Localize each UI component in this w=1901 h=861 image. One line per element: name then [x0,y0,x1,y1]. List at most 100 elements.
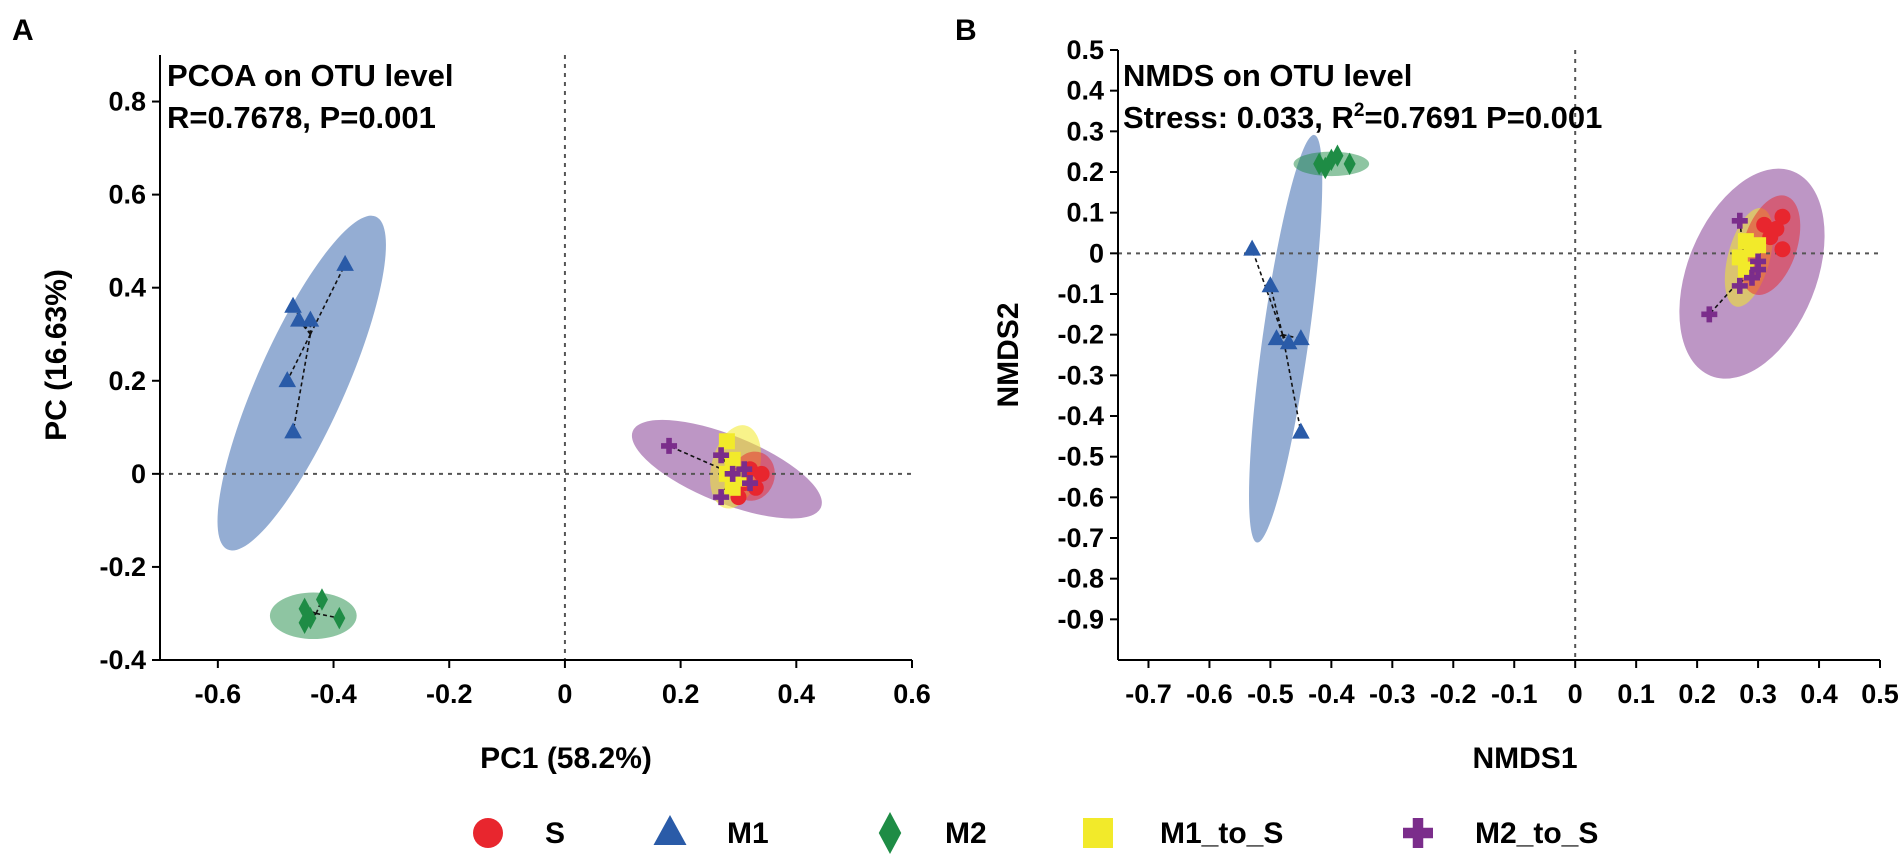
nmds-point-m2-to-s [1731,277,1748,294]
pcoa-x-tick-label: 0.2 [662,679,700,709]
legend-m2-label: M2 [945,817,987,850]
nmds-x-tick-label: 0.2 [1678,679,1716,709]
nmds-y-tick-label: -0.8 [1057,564,1104,594]
nmds-point-m2 [1319,156,1332,180]
legend-m2-icon [878,812,902,854]
nmds-x-tick-label: -0.5 [1247,679,1294,709]
pcoa-point-m2 [304,606,317,630]
panel-letter-a: A [12,14,34,47]
panel-letter-b: B [955,14,977,47]
nmds-y-tick-label: -0.5 [1057,442,1104,472]
nmds-point-s [1774,208,1791,225]
nmds-y-tick-label: 0.1 [1066,198,1104,228]
nmds-x-tick-label: -0.2 [1430,679,1477,709]
legend-s-label: S [545,817,565,850]
pcoa-centroid-link [315,599,323,614]
pcoa-point-m2 [333,606,346,630]
pcoa-centroid-link [316,612,340,619]
pcoa-centroid-link [668,445,733,475]
nmds-y-tick-label: 0.4 [1066,76,1104,106]
nmds-y-tick-label: -0.2 [1057,320,1104,350]
nmds-centroid-link [1269,285,1284,335]
pcoa-point-m2-to-s [713,489,730,506]
nmds-point-s [1756,216,1773,233]
nmds-ellipse-m1 [1249,134,1323,543]
nmds-y-tick-label: -0.9 [1057,604,1104,634]
pcoa-point-m1 [284,296,302,313]
nmds-x-tick-label: 0.4 [1800,679,1838,709]
pcoa-point-m2 [298,611,311,634]
nmds-x-tick-label: 0.5 [1861,679,1899,709]
nmds-y-tick-label: -0.7 [1057,523,1104,553]
pcoa-x-tick-label: 0.6 [893,679,931,709]
nmds-point-m2-to-s [1750,261,1767,278]
legend-m1-to-s-label: M1_to_S [1160,817,1283,850]
pcoa-point-s [753,465,770,482]
pcoa-x-tick-label: -0.2 [426,679,473,709]
nmds-y-axis-label: NMDS2 [992,302,1025,407]
pcoa-x-tick-label: -0.6 [195,679,242,709]
legend-m2-to-s-label: M2_to_S [1475,817,1598,850]
nmds-point-m1-to-s [1750,237,1767,254]
pcoa-y-tick-label: 0.6 [108,180,146,210]
pcoa-point-m2-to-s [742,475,759,492]
nmds-y-tick-label: -0.4 [1057,401,1104,431]
nmds-point-m2 [1343,152,1356,176]
nmds-y-tick-label: -0.3 [1057,360,1104,390]
nmds-point-m1 [1267,329,1286,346]
legend-m1-icon [653,815,687,845]
pcoa-title: PCOA on OTU level [167,58,454,93]
nmds-y-tick-label: -0.1 [1057,279,1104,309]
nmds-y-tick-label: 0.5 [1066,35,1104,65]
pcoa-y-tick-label: 0.2 [108,366,146,396]
pcoa-point-m1 [278,371,297,388]
pcoa-point-m2-to-s [736,461,753,478]
pcoa-centroid-link [286,333,312,382]
nmds-point-m2 [1313,152,1326,176]
nmds-x-axis-label: NMDS1 [1472,742,1577,775]
nmds-point-m2-to-s [1701,306,1718,323]
pcoa-centroid-link [309,264,346,335]
pcoa-point-m2 [315,588,328,611]
legend-m1-label: M1 [727,817,769,850]
pcoa-point-m2-to-s [713,447,730,464]
nmds-point-s [1762,229,1779,246]
nmds-point-m2-to-s [1750,253,1767,270]
pcoa-point-m2-to-s [661,437,678,454]
pcoa-x-tick-label: 0.4 [778,679,816,709]
pcoa-point-m1 [301,310,320,327]
pcoa-point-m1-to-s [718,433,735,450]
nmds-stats-superscript: 2 [1354,100,1365,121]
pcoa-x-tick-label: 0 [557,679,572,709]
nmds-title: NMDS on OTU level [1123,58,1412,93]
nmds-y-tick-label: 0.2 [1066,157,1104,187]
legend-m1-to-s-icon [1083,818,1113,848]
nmds-point-m1 [1243,239,1261,256]
pcoa-y-axis-label: PC (16.63%) [40,269,73,441]
pcoa-point-m1 [284,422,302,439]
pcoa-x-axis-label: PC1 (58.2%) [480,742,652,775]
pcoa-point-m1 [336,254,354,271]
pcoa-y-tick-label: 0.4 [108,273,146,303]
nmds-point-m2-to-s [1743,269,1760,286]
nmds-stats-part: =0.7691 P=0.001 [1365,100,1603,135]
nmds-x-tick-label: 0.1 [1617,679,1655,709]
pcoa-point-m1 [290,310,308,327]
pcoa-y-tick-label: 0 [131,459,146,489]
legend: S M1 M2 M1_to_S M2_to_S [473,812,1598,854]
nmds-stats: Stress: 0.033, R2=0.7691 P=0.001 [1123,100,1602,135]
nmds-x-tick-label: 0.3 [1739,679,1777,709]
nmds-x-tick-label: -0.3 [1369,679,1416,709]
pcoa-y-tick-label: 0.8 [108,87,146,117]
nmds-point-m1 [1292,422,1310,439]
nmds-point-m1-to-s [1731,249,1748,266]
nmds-panel: -0.7 -0.6 -0.5 -0.4 -0.3 -0.2 -0.1 0 0.1 0.2 0.3 0.… [1057,35,1898,709]
pcoa-point-m2 [298,597,311,621]
legend-m2-to-s-icon [1403,818,1433,848]
nmds-point-m1 [1279,333,1298,350]
pcoa-y-tick-label: -0.2 [99,552,146,582]
pcoa-point-m2-to-s [724,465,741,482]
nmds-point-m1 [1292,329,1310,346]
nmds-x-tick-label: -0.7 [1125,679,1172,709]
